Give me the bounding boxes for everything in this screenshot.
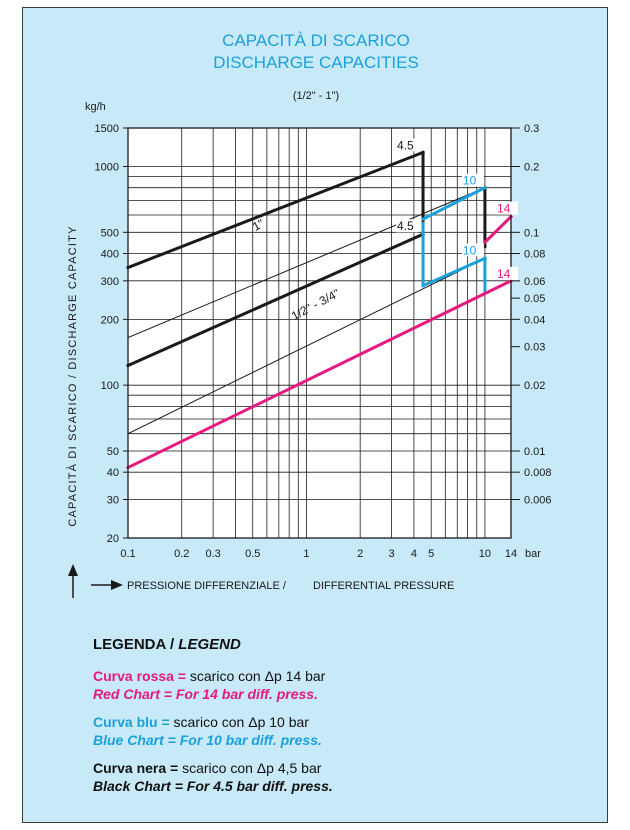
annotation-label: 14 [497, 202, 511, 216]
x-axis-label-it: PRESSIONE DIFFERENZIALE / [127, 580, 287, 592]
y-tick-label: 400 [101, 249, 119, 261]
legend-text-en: For 14 bar diff. press. [171, 686, 318, 702]
x-tick-label: 0.1 [120, 548, 135, 560]
series-lines [125, 150, 514, 470]
legend-heading-en: LEGEND [178, 636, 241, 653]
chart-title-it: CAPACITÀ DI SCARICO [222, 31, 410, 50]
y-tick-label: 30 [107, 494, 119, 506]
x-tick-label: 14 [505, 548, 517, 560]
series-line [127, 257, 486, 435]
x-tick-label: 3 [389, 548, 395, 560]
annotation-label: 4.5 [397, 138, 414, 152]
series-line [421, 256, 487, 288]
y2-tick-label: 0.06 [524, 276, 545, 288]
chart-subtitle: (1/2" - 1") [293, 90, 339, 102]
legend-key-it: Curva nera = [93, 760, 179, 776]
x-unit: bar [525, 548, 541, 560]
annotation-bg [461, 243, 484, 257]
y2-tick-label: 0.08 [524, 249, 545, 261]
y-tick-label: 300 [101, 276, 119, 288]
plot-frame [127, 127, 512, 539]
plot-area [128, 128, 511, 538]
y2-tick-label: 0.3 [524, 123, 539, 135]
y-tick-label: 1500 [95, 123, 119, 135]
series-line [482, 214, 514, 245]
y-axis-label: CAPACITÀ DI SCARICO / DISCHARGE CAPACITY [66, 225, 79, 526]
annotation-label: 14 [497, 267, 511, 281]
y2-tick-label: 0.05 [524, 293, 545, 305]
y2-tick-label: 0.01 [524, 446, 545, 458]
y-tick-label: 50 [107, 446, 119, 458]
y2-tick-label: 0.04 [524, 314, 545, 326]
legend-text-it: scarico con Δp 10 bar [169, 714, 309, 730]
chart-panel: 20 30 40 50 100 200 300 400 500 1000 1500 0.1 0.2 0.3… [22, 7, 608, 823]
series-line [127, 187, 486, 339]
y-tick-label: 20 [107, 533, 119, 545]
legend-entry-red: Curva rossa = scarico con Δp 14 bar Red … [93, 667, 613, 703]
legend-text-it: scarico con Δp 14 bar [186, 668, 326, 684]
annotation-bg [396, 219, 419, 233]
y-unit: kg/h [85, 101, 106, 113]
annotation-bg [396, 138, 419, 152]
series-line [125, 278, 514, 470]
legend-heading-it: LEGENDA / [93, 636, 179, 653]
annotation-bg [496, 201, 518, 215]
series-line [126, 150, 425, 270]
axes [68, 127, 520, 598]
x-tick-label: 10 [479, 548, 491, 560]
x-axis-arrow-head [111, 580, 123, 590]
legend-key-en: Black Chart = [93, 778, 183, 794]
legend: LEGENDA / LEGEND Curva rossa = scarico c… [93, 636, 613, 805]
annotation-label: 10 [463, 243, 477, 257]
y-tick-label: 40 [107, 467, 119, 479]
legend-heading: LEGENDA / LEGEND [93, 636, 613, 653]
series-line [126, 232, 426, 368]
legend-text-en: For 4.5 bar diff. press. [182, 778, 333, 794]
legend-key-en: Red Chart = [93, 686, 172, 702]
y-tick-label: 500 [101, 227, 119, 239]
x-tick-label: 2 [357, 548, 363, 560]
y2-tick-label: 0.008 [524, 467, 552, 479]
grid [127, 128, 511, 538]
legend-entry-blue: Curva blu = scarico con Δp 10 bar Blue C… [93, 713, 613, 749]
legend-key-it: Curva blu = [93, 714, 170, 730]
chart-title-en: DISCHARGE CAPACITIES [213, 53, 419, 72]
y2-tick-label: 0.03 [524, 342, 545, 354]
y2-tick-label: 0.02 [524, 380, 545, 392]
y2-tick-label: 0.006 [524, 494, 552, 506]
annotation-bg [496, 266, 518, 280]
annotation-label: 4.5 [397, 219, 414, 233]
annotation-bg [461, 173, 484, 187]
y-axis-arrow-head [68, 564, 78, 576]
x-tick-label: 0.2 [174, 548, 189, 560]
legend-text-it: scarico con Δp 4,5 bar [178, 760, 322, 776]
legend-key-en: Blue Chart = [93, 732, 176, 748]
legend-text-en: For 10 bar diff. press. [175, 732, 322, 748]
x-tick-label: 0.3 [205, 548, 220, 560]
x-tick-label: 5 [428, 548, 434, 560]
y-tick-label: 200 [101, 314, 119, 326]
y-tick-label: 100 [101, 380, 119, 392]
y2-tick-label: 0.2 [524, 162, 539, 174]
legend-entry-black: Curva nera = scarico con Δp 4,5 bar Blac… [93, 759, 613, 795]
series-line [421, 185, 487, 222]
x-tick-label: 0.5 [245, 548, 260, 560]
discharge-chart: 20 30 40 50 100 200 300 400 500 1000 1500 0.1 0.2 0.3… [66, 31, 552, 598]
legend-key-it: Curva rossa = [93, 668, 186, 684]
x-tick-label: 4 [411, 548, 417, 560]
x-tick-label: 1 [303, 548, 309, 560]
annotation-label: 10 [463, 174, 477, 188]
y2-tick-label: 0.1 [524, 227, 539, 239]
x-axis-label-en: DIFFERENTIAL PRESSURE [313, 580, 454, 592]
y-tick-label: 1000 [95, 162, 119, 174]
